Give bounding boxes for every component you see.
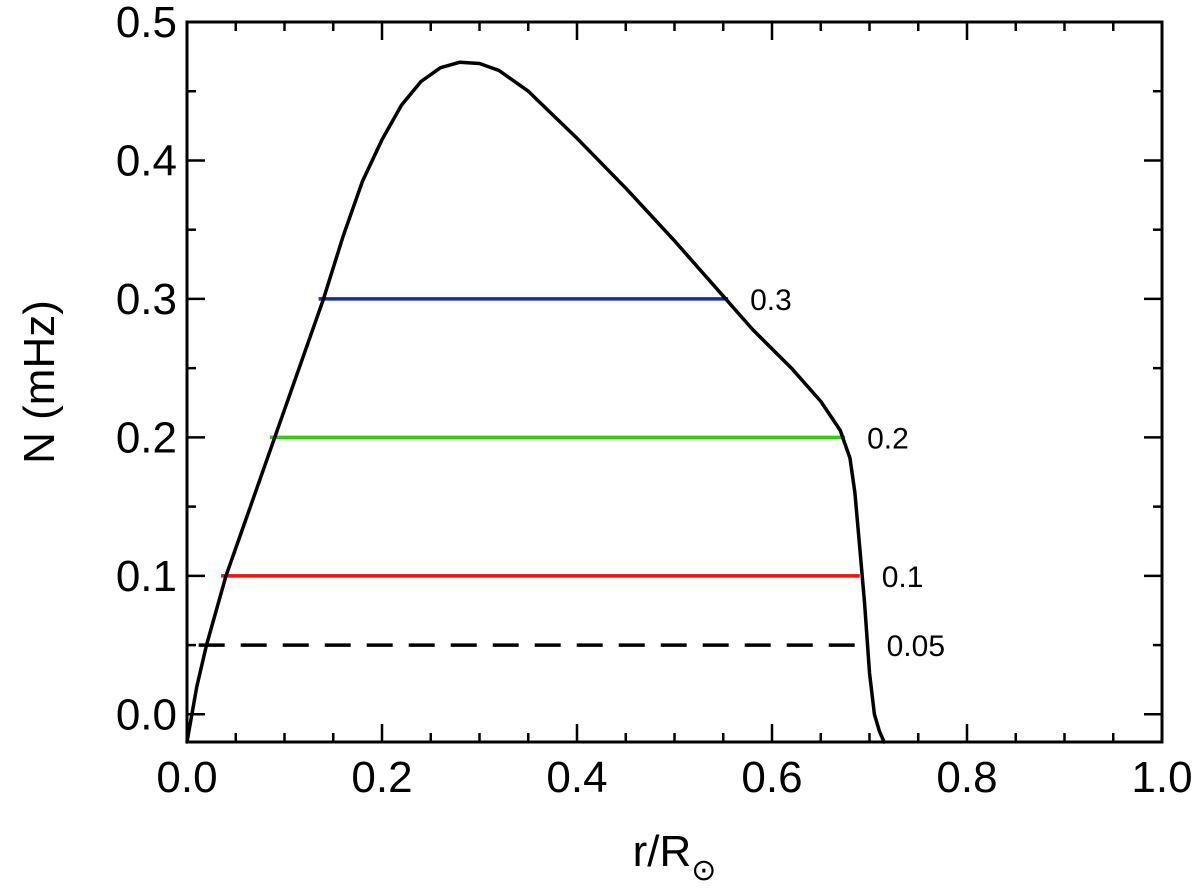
plot-frame — [185, 20, 1164, 744]
y-tick-label: 0.3 — [116, 275, 177, 324]
level-label-1: 0.2 — [867, 422, 909, 455]
x-axis-title: r/R⊙ — [633, 827, 717, 887]
x-tick-label: 0.6 — [741, 753, 802, 802]
y-tick-label: 0.4 — [116, 136, 177, 185]
y-tick-label: 0.0 — [116, 690, 177, 739]
y-tick-label: 0.2 — [116, 413, 177, 462]
level-label-2: 0.1 — [882, 561, 924, 594]
x-tick-label: 0.8 — [936, 753, 997, 802]
x-axis-title-sub: ⊙ — [691, 854, 716, 887]
x-tick-label: 1.0 — [1131, 753, 1192, 802]
ticks — [185, 20, 1164, 742]
y-tick-label: 0.5 — [116, 0, 177, 47]
x-axis-title-main: r/R — [633, 827, 692, 876]
y-tick-label: 0.1 — [116, 552, 177, 601]
level-label-3: 0.05 — [887, 630, 945, 663]
tick-labels: 0.0 0.2 0.4 0.6 0.8 1.0 0.0 0.1 0.2 0.3 0.4 0.5 — [116, 0, 1193, 802]
series-line-0 — [185, 60, 886, 744]
x-tick-label: 0.0 — [156, 753, 217, 802]
curve-layer — [185, 60, 886, 744]
axes — [185, 20, 1164, 744]
x-tick-label: 0.4 — [546, 753, 607, 802]
y-axis-title: N (mHz) — [15, 300, 64, 464]
x-tick-label: 0.2 — [351, 753, 412, 802]
level-label-0: 0.3 — [750, 284, 792, 317]
level-lines: 0.3 0.2 0.1 0.05 — [198, 284, 945, 663]
